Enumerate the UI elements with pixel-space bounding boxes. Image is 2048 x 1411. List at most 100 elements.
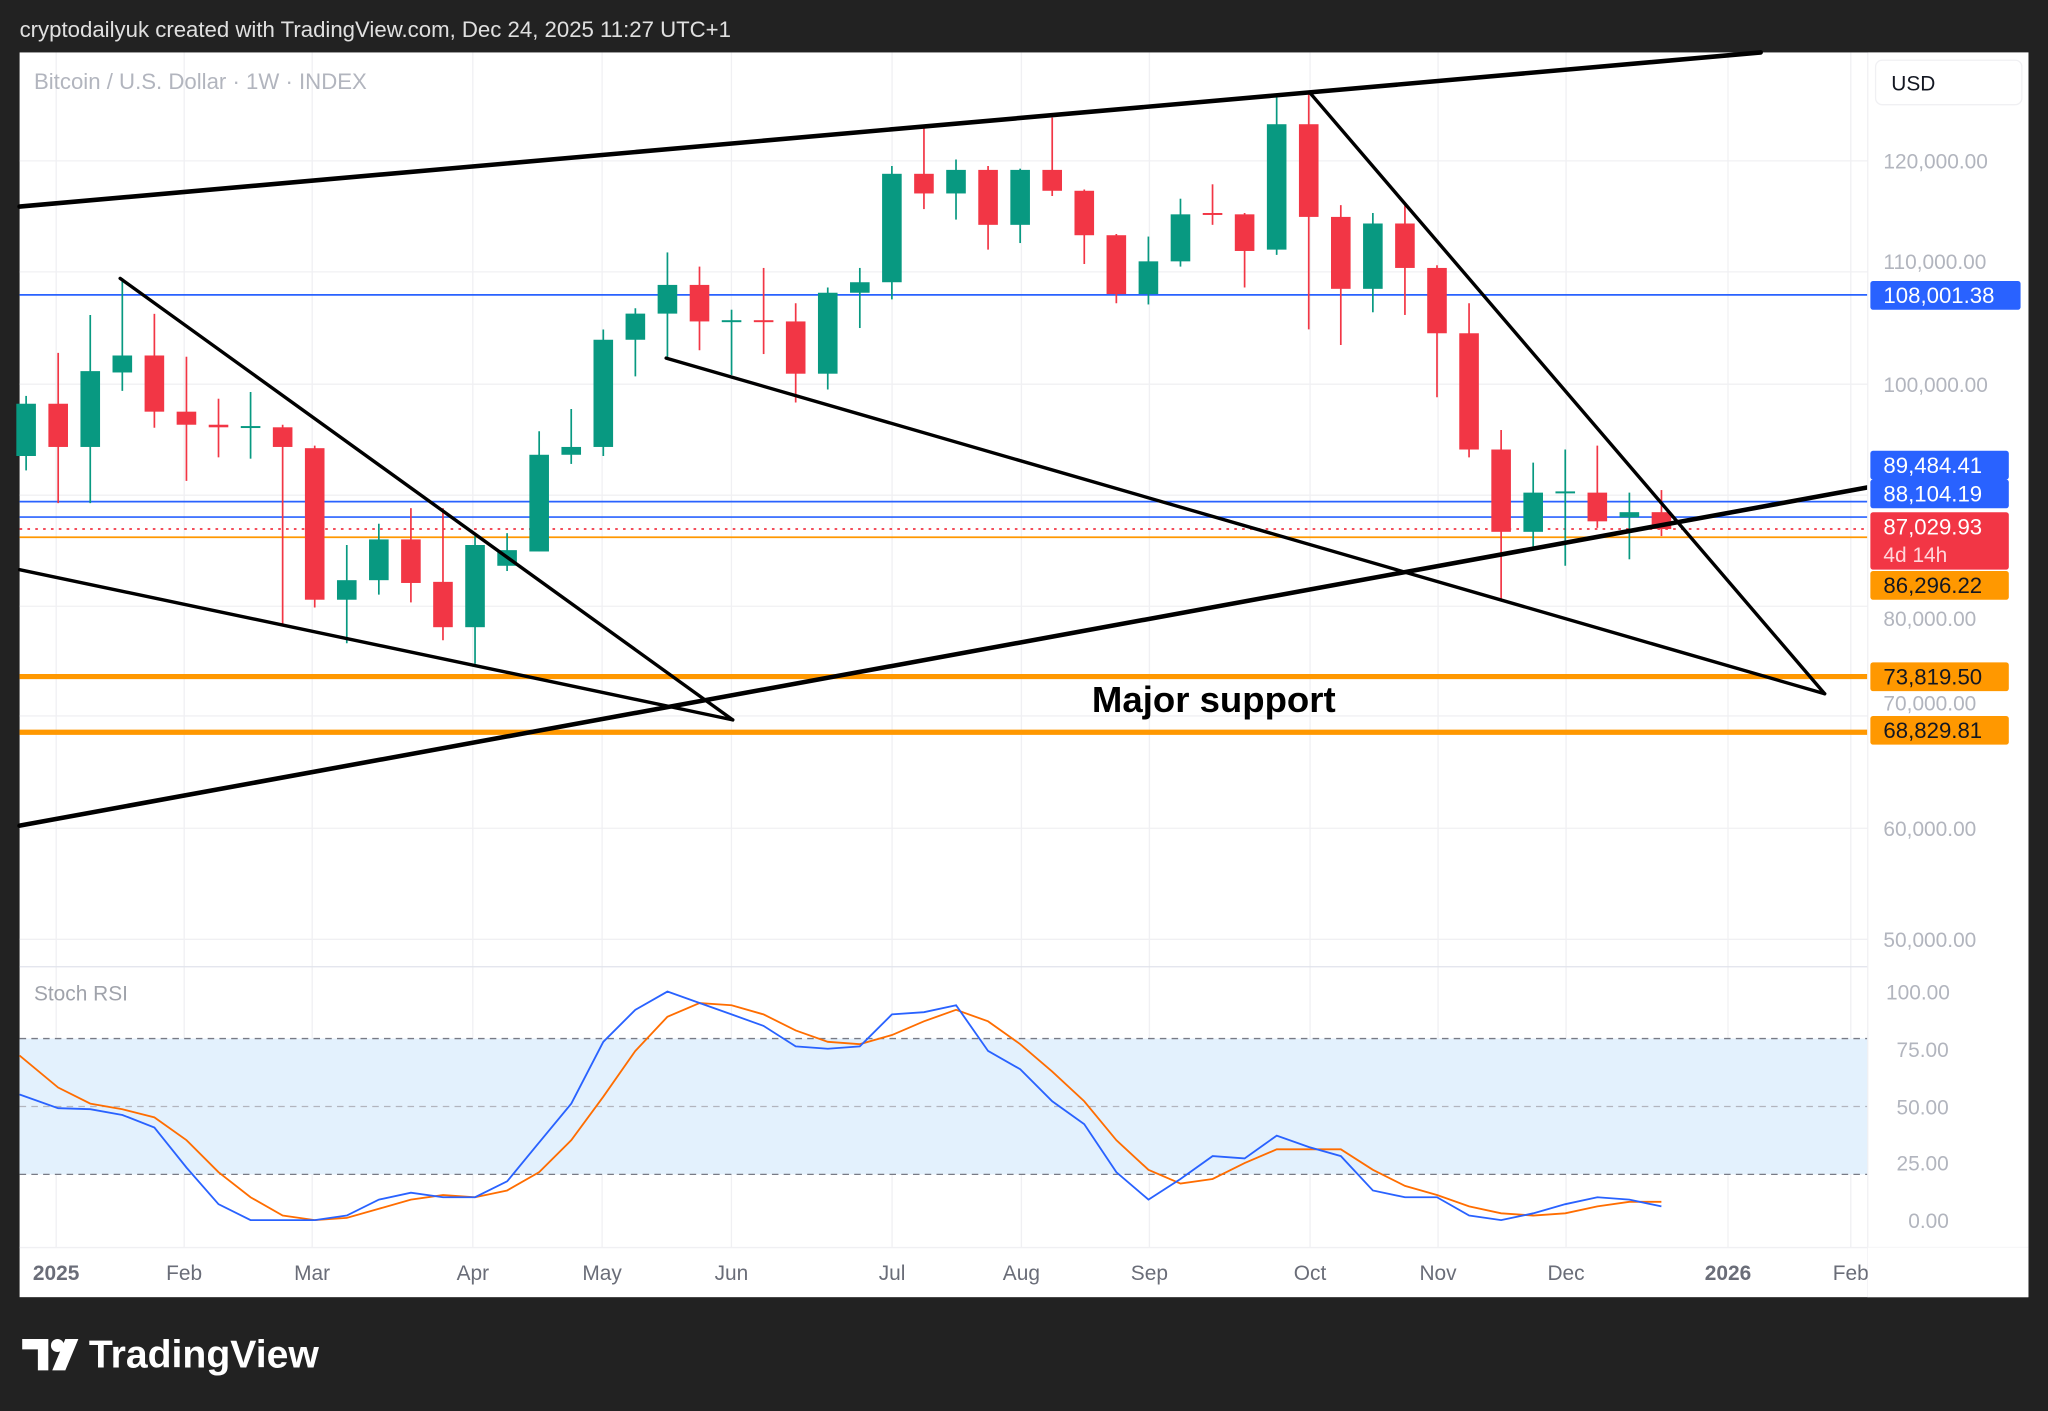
candle[interactable] <box>272 424 293 625</box>
candle[interactable] <box>1427 265 1447 398</box>
time-tick: Jul <box>879 1262 906 1285</box>
candle-body <box>1427 267 1447 334</box>
stoch-tick: 50.00 <box>1896 1096 1948 1119</box>
stoch-k-line <box>19 990 1662 1222</box>
candle-body <box>1234 214 1255 251</box>
stoch-tick: 0.00 <box>1908 1210 1949 1233</box>
candle[interactable] <box>369 523 389 595</box>
price-level-value: 89,484.41 <box>1883 453 1982 478</box>
trendline[interactable] <box>17 50 1763 209</box>
candle[interactable] <box>1491 429 1511 602</box>
candle[interactable] <box>1619 492 1640 560</box>
candle[interactable] <box>1587 445 1608 528</box>
price-level-value: 87,029.93 <box>1883 514 1982 539</box>
indicator-legend[interactable]: Stoch RSI <box>34 983 128 1006</box>
candle[interactable] <box>48 352 68 504</box>
candle[interactable] <box>240 392 261 459</box>
price-levels <box>19 293 1868 735</box>
candle-body <box>1363 223 1383 289</box>
candle[interactable] <box>561 408 582 464</box>
time-axis[interactable]: 2025 Feb Mar Apr May Jun Jul Aug Sep Oct… <box>33 1262 1869 1285</box>
candle[interactable] <box>112 278 133 391</box>
tradingview-logo-icon <box>22 1338 79 1371</box>
candle-body <box>1106 235 1127 295</box>
candle-body <box>1587 492 1608 522</box>
candle[interactable] <box>1138 236 1159 305</box>
candle[interactable] <box>1331 205 1351 345</box>
candle[interactable] <box>401 508 421 603</box>
trendline-drawings[interactable] <box>17 50 1871 828</box>
candle[interactable] <box>144 313 165 428</box>
major-support-annotation: Major support <box>1092 679 1336 720</box>
trendline[interactable] <box>17 567 735 722</box>
candle[interactable] <box>1266 95 1287 255</box>
candle[interactable] <box>1555 449 1576 566</box>
trendline[interactable] <box>17 485 1871 828</box>
candle[interactable] <box>593 329 614 456</box>
candle-body <box>80 371 101 447</box>
stoch-tick: 25.00 <box>1896 1152 1948 1175</box>
candle[interactable] <box>657 252 678 360</box>
candle-body <box>336 580 357 600</box>
time-tick: Oct <box>1294 1262 1327 1285</box>
candle[interactable] <box>1106 233 1127 304</box>
candle-body <box>48 403 68 447</box>
candle[interactable] <box>1170 198 1191 267</box>
candle-body <box>433 581 453 628</box>
candle[interactable] <box>914 126 934 210</box>
candle[interactable] <box>1459 303 1479 458</box>
candle-body <box>304 448 325 600</box>
candle-body <box>1491 449 1511 532</box>
candle[interactable] <box>1074 189 1095 265</box>
candle[interactable] <box>1234 212 1255 288</box>
candle-body <box>208 424 229 428</box>
symbol-legend[interactable]: Bitcoin / U.S. Dollar · 1W · INDEX <box>34 69 367 94</box>
candle[interactable] <box>1395 205 1415 315</box>
candle[interactable] <box>465 536 485 664</box>
time-tick: Dec <box>1547 1262 1584 1285</box>
candle-body <box>1298 124 1319 217</box>
price-tick: 70,000.00 <box>1883 693 1976 716</box>
candle[interactable] <box>850 267 870 329</box>
trendline[interactable] <box>1308 91 1827 696</box>
bar-countdown: 4d 14h <box>1883 544 1947 567</box>
candle[interactable] <box>176 356 197 481</box>
candle[interactable] <box>946 159 966 220</box>
stoch-rsi-lines <box>19 990 1662 1222</box>
candle[interactable] <box>785 303 806 403</box>
candle[interactable] <box>529 431 549 552</box>
candle-body <box>1042 169 1063 191</box>
candle[interactable] <box>80 314 101 504</box>
candle[interactable] <box>433 508 453 641</box>
candle[interactable] <box>753 267 774 355</box>
price-level-label: 68,829.81 <box>1870 715 2009 745</box>
trendline[interactable] <box>118 276 735 722</box>
candle[interactable] <box>16 395 36 471</box>
price-axis[interactable] <box>1867 52 2029 1248</box>
price-level-label: 108,001.38 <box>1870 281 2021 310</box>
candle[interactable] <box>882 165 902 300</box>
candle[interactable] <box>721 309 742 376</box>
candle[interactable] <box>304 445 325 608</box>
currency-label: USD <box>1891 72 1935 95</box>
price-tick: 120,000.00 <box>1883 151 1987 174</box>
candle[interactable] <box>1202 184 1223 225</box>
time-tick: Feb <box>1833 1262 1869 1285</box>
candle[interactable] <box>1042 117 1063 197</box>
candle[interactable] <box>1363 212 1383 313</box>
candle[interactable] <box>1298 94 1319 330</box>
candle[interactable] <box>208 398 229 458</box>
candle[interactable] <box>1523 462 1543 551</box>
trendline[interactable] <box>664 356 1827 696</box>
candle[interactable] <box>336 545 357 644</box>
price-level-label: 86,296.22 <box>1870 570 2009 600</box>
currency-button[interactable]: USD <box>1874 59 2023 106</box>
candle[interactable] <box>817 287 838 390</box>
candle-body <box>850 282 870 293</box>
candle-body <box>1202 212 1223 215</box>
candle[interactable] <box>625 308 646 377</box>
candle-body <box>1331 216 1351 289</box>
candle[interactable] <box>1010 168 1030 244</box>
candle[interactable] <box>978 165 998 250</box>
candle[interactable] <box>689 266 710 351</box>
